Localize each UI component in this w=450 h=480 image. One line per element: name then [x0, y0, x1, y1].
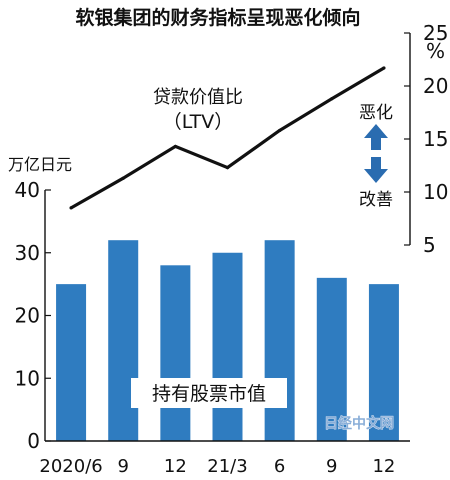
ltv-point [225, 166, 230, 170]
ltv-point [173, 144, 177, 149]
bar [108, 240, 139, 441]
x-tick-label: 6 [274, 456, 285, 477]
ltv-point [121, 176, 125, 180]
left-tick-label: 40 [15, 178, 40, 202]
right-tick-label: 5 [423, 233, 436, 257]
left-tick-label: 10 [15, 366, 40, 390]
better-label: 改善 [359, 190, 393, 210]
bar [316, 277, 347, 441]
ltv-label: 贷款价值比 [153, 87, 243, 108]
watermark: 日经中文网 [324, 415, 394, 432]
left-axis-unit: 万亿日元 [8, 155, 72, 174]
ltv-label-en: （LTV） [163, 111, 234, 133]
bar-series [56, 240, 399, 441]
ltv-points [69, 66, 386, 210]
right-tick-label: 15 [423, 127, 448, 151]
x-tick-label: 12 [164, 456, 187, 477]
bar [56, 284, 87, 441]
left-axis-ticks: 0 10 20 30 40 [15, 178, 51, 453]
right-tick-label: 25 [423, 21, 448, 45]
right-axis-ticks: 5 10 15 20 25 [404, 21, 448, 257]
bar-series-label: 持有股票市值 [152, 383, 266, 405]
right-axis-unit: % [426, 39, 445, 63]
left-tick-label: 20 [15, 304, 40, 328]
left-tick-label: 30 [15, 241, 40, 265]
right-tick-label: 20 [423, 74, 448, 98]
arrow-up-icon [364, 124, 388, 150]
bar [160, 265, 191, 441]
bar-series-label-box [131, 378, 287, 408]
ltv-point [69, 206, 73, 210]
x-tick-label: 9 [117, 456, 128, 477]
bar [264, 240, 295, 441]
ltv-point [330, 97, 334, 101]
ltv-point [382, 66, 386, 70]
arrow-down-icon [364, 157, 388, 183]
bar [368, 284, 399, 441]
x-tick-label: 12 [372, 456, 395, 477]
x-axis-ticks: 2020/6 9 12 21/3 6 9 12 [39, 456, 395, 477]
x-tick-label: 2020/6 [39, 456, 102, 477]
chart-title: 软银集团的财务指标呈现恶化倾向 [75, 6, 360, 29]
worse-label: 恶化 [359, 103, 393, 123]
bar [212, 252, 243, 441]
ltv-point [278, 128, 282, 133]
left-tick-label: 0 [27, 429, 40, 453]
x-tick-label: 21/3 [207, 456, 247, 477]
right-tick-label: 10 [423, 180, 448, 204]
x-tick-label: 9 [326, 456, 337, 477]
